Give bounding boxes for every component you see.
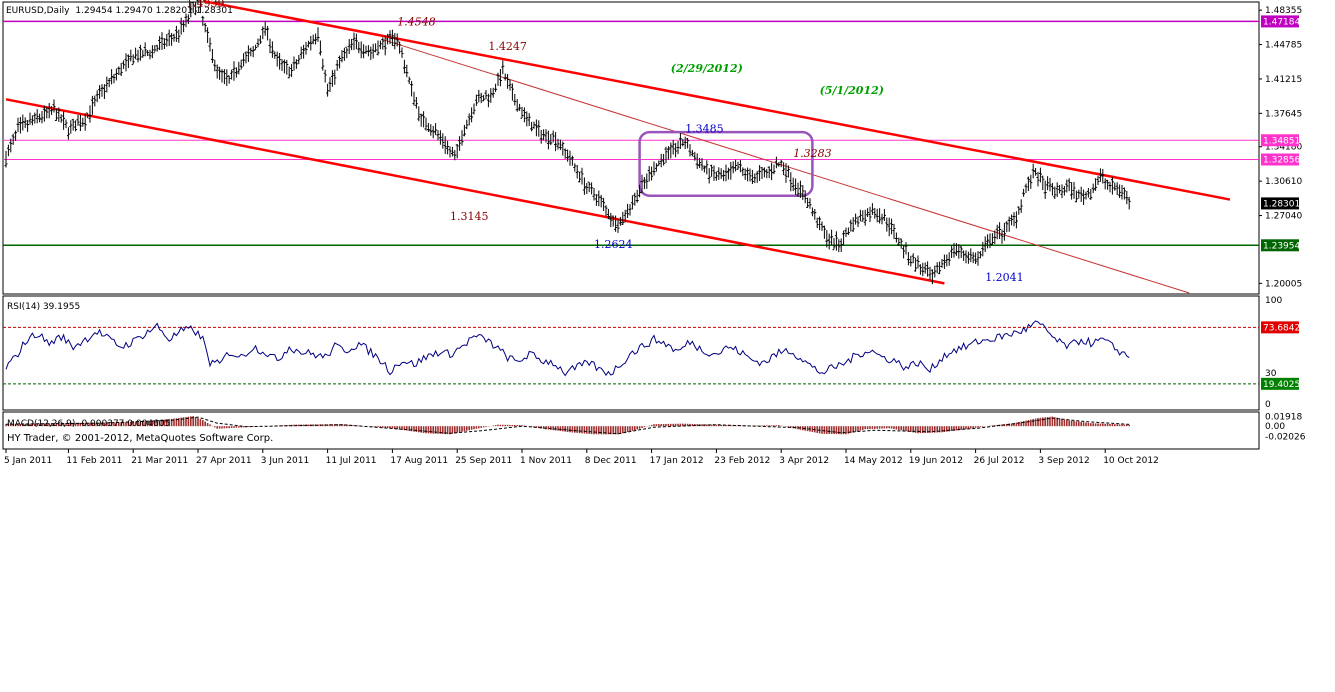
date-tick-label: 27 Apr 2011 — [196, 456, 252, 466]
price-tick-label: 1.30610 — [1265, 177, 1302, 187]
level-tag — [1261, 239, 1299, 252]
price-series — [4, 0, 1131, 285]
date-tick-label: 23 Feb 2012 — [714, 456, 770, 466]
rsi-title: RSI(14) 39.1955 — [7, 302, 80, 312]
price-tick-label: 1.41215 — [1265, 75, 1302, 85]
macd-tick-label: -0.02026 — [1265, 432, 1306, 442]
price-annotation: 1.2041 — [985, 271, 1024, 284]
date-tick-label: 1 Nov 2011 — [520, 456, 572, 466]
symbol-title: EURUSD,Daily 1.29454 1.29470 1.28201 1.28… — [6, 6, 233, 16]
consolidation-box-group[interactable] — [638, 130, 814, 197]
price-tick-label: 1.34180 — [1265, 143, 1302, 153]
rsi-level-label: 19.4025 — [1263, 380, 1300, 390]
date-tick-label: 26 Jul 2012 — [974, 456, 1025, 466]
date-tick-label: 11 Feb 2011 — [66, 456, 122, 466]
level-tag — [1261, 134, 1299, 147]
price-annotation: 1.3283 — [793, 147, 832, 160]
price-tick-label: 1.27040 — [1265, 212, 1302, 222]
rsi-tick-label: 100 — [1265, 296, 1282, 306]
date-tick-label: 21 Mar 2011 — [131, 456, 188, 466]
price-tick-label: 1.20005 — [1265, 279, 1302, 289]
price-annotation: 1.3145 — [450, 210, 489, 223]
rsi-level-tag — [1261, 321, 1299, 334]
level-tag-label: 1.32856 — [1263, 156, 1300, 166]
rsi-tick-label: 30 — [1265, 369, 1277, 379]
price-annotation: 1.3485 — [685, 123, 724, 136]
price-annotation: 1.2624 — [594, 238, 633, 251]
copyright-notice: HY Trader, © 2001-2012, MetaQuotes Softw… — [7, 433, 273, 444]
trendline[interactable] — [5, 98, 945, 285]
macd-tick-label: 0.01918 — [1265, 412, 1302, 422]
price-annotation: 1.4247 — [488, 40, 527, 53]
rsi-line — [5, 320, 1130, 377]
date-tick-label: 3 Jun 2011 — [261, 456, 309, 466]
date-tick-label: 14 May 2012 — [844, 456, 903, 466]
current-price-tag — [1261, 197, 1299, 210]
price-axis: 1.48355 1.44785 1.41215 1.37645 1.34180 1.306… — [1259, 6, 1302, 289]
macd-title: MACD(12,26,9) -0.000377 0.004605 — [7, 419, 170, 429]
level-tag — [1261, 15, 1299, 28]
price-annotation: 1.4939 — [186, 0, 225, 10]
current-price-label: 1.28301 — [1263, 199, 1300, 209]
trendline[interactable] — [202, 0, 1231, 201]
macd-pane[interactable]: MACD(12,26,9) -0.000377 0.004605 HY Trad… — [2, 411, 1260, 450]
price-annotation: (2/29/2012) — [671, 62, 743, 75]
price-tick-label: 1.44785 — [1265, 41, 1302, 51]
price-annotation: (5/1/2012) — [820, 84, 884, 97]
price-annotations: 1.4939 1.4548 1.4247 1.3485 1.3283 1.3145 1.26… — [186, 0, 1024, 284]
date-tick-label: 8 Dec 2011 — [585, 456, 637, 466]
macd-tick-label: 0.00 — [1265, 422, 1285, 432]
rsi-tick-label: 0 — [1265, 400, 1271, 410]
consolidation-box[interactable] — [638, 130, 814, 197]
rsi-level-label: 73.6842 — [1263, 323, 1300, 333]
date-tick-label: 10 Oct 2012 — [1103, 456, 1159, 466]
macd-signal-line — [5, 416, 1130, 435]
level-tag-label: 1.34851 — [1263, 136, 1300, 146]
rsi-level-tag — [1261, 377, 1299, 390]
date-axis: 5 Jan 2011 11 Feb 2011 21 Mar 2011 27 Apr 2… — [4, 449, 1159, 466]
level-tag-label: 1.23954 — [1263, 241, 1300, 251]
rsi-pane[interactable]: RSI(14) 39.1955 — [2, 295, 1260, 411]
rsi-axis: 73.6842 19.4025 100 30 0 — [1261, 296, 1300, 410]
price-tick-label: 1.37645 — [1265, 109, 1302, 119]
date-tick-label: 25 Sep 2011 — [455, 456, 512, 466]
date-tick-label: 19 Jun 2012 — [909, 456, 963, 466]
date-tick-label: 17 Aug 2011 — [390, 456, 448, 466]
price-tick-label: 1.48355 — [1265, 6, 1302, 16]
price-pane[interactable]: 1.4939 1.4548 1.4247 1.3485 1.3283 1.3145 1.26… — [2, 0, 1260, 295]
level-tag — [1261, 153, 1299, 166]
level-tag-label: 1.47184 — [1263, 17, 1300, 27]
date-tick-label: 17 Jan 2012 — [650, 456, 704, 466]
date-tick-label: 3 Apr 2012 — [779, 456, 829, 466]
date-tick-label: 5 Jan 2011 — [4, 456, 52, 466]
price-annotation: 1.4548 — [397, 16, 436, 29]
date-tick-label: 3 Sep 2012 — [1038, 456, 1089, 466]
date-tick-label: 11 Jul 2011 — [326, 456, 377, 466]
rsi-levels — [3, 326, 1259, 385]
